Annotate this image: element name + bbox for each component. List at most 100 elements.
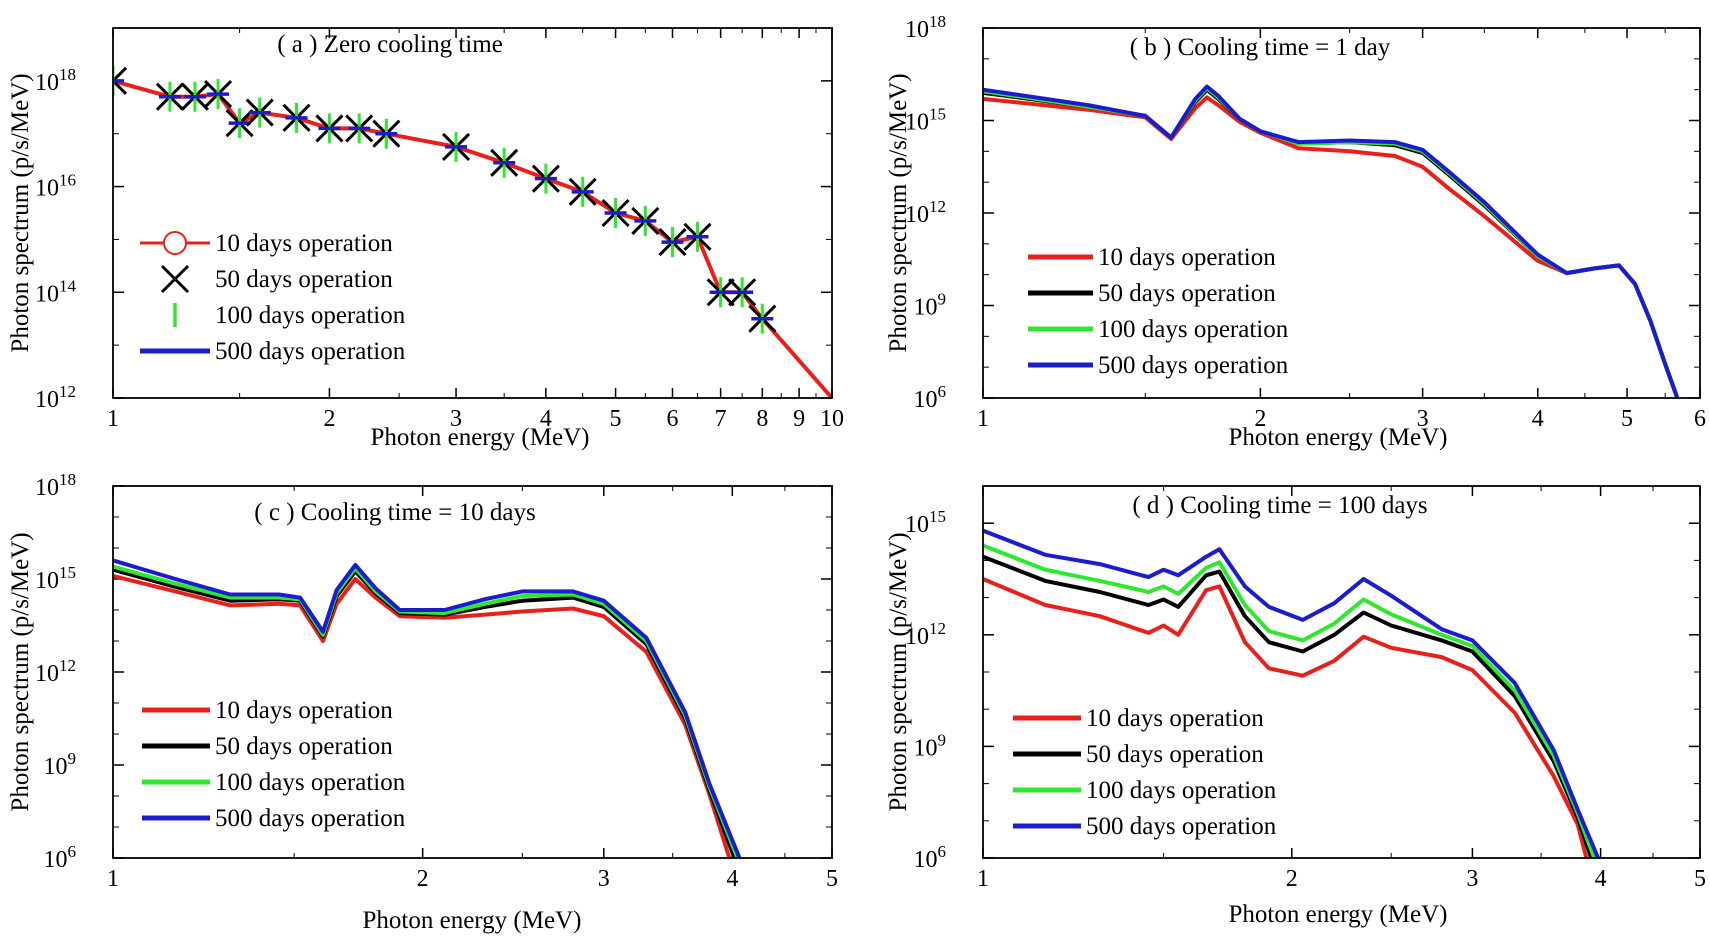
- y-tick-label: 106: [44, 842, 77, 873]
- legend-label: 500 days operation: [1086, 813, 1277, 840]
- y-tick-label: 1018: [35, 65, 76, 96]
- x-tick-label: 4: [1532, 406, 1544, 432]
- x-tick-label: 5: [1621, 406, 1633, 432]
- y-tick-label: 106: [914, 382, 947, 413]
- panel-title: ( b ) Cooling time = 1 day: [1130, 34, 1391, 61]
- x-axis-title: Photon energy (MeV): [1229, 424, 1448, 451]
- y-tick-label: 1012: [905, 619, 946, 650]
- y-tick-label: 106: [914, 842, 947, 873]
- panel-b: 1 2 3 4 5 6 106 109 1012 1015 1018 ( b ) Cooling ti…: [885, 12, 1706, 451]
- x-axis-title: Photon energy (MeV): [371, 424, 590, 451]
- series-line-10-days: [983, 577, 1589, 858]
- legend: 10 days operation 50 days operation 100 da…: [1028, 244, 1289, 379]
- legend-label: 500 days operation: [1098, 352, 1289, 379]
- y-tick-label: 1012: [35, 382, 76, 413]
- series-line-100-days: [983, 543, 1597, 858]
- legend-label: 500 days operation: [215, 338, 406, 365]
- y-tick-label: 109: [914, 730, 947, 761]
- legend-label: 100 days operation: [1086, 777, 1277, 804]
- legend-label: 50 days operation: [1098, 280, 1276, 307]
- x-tick-label: 4: [1595, 866, 1607, 892]
- x-tick-label: 2: [1254, 406, 1266, 432]
- series-line-500-days: [113, 558, 742, 858]
- x-tick-label: 8: [756, 406, 768, 432]
- legend-label: 10 days operation: [215, 697, 393, 724]
- marker-x-50-days: [113, 66, 128, 83]
- legend: 10 days operation 50 days operation 100 da…: [1013, 705, 1277, 840]
- x-tick-label: 2: [1286, 866, 1298, 892]
- x-tick-label: 10: [820, 406, 844, 432]
- legend-label: 10 days operation: [215, 230, 393, 257]
- panel-a: 1 2 3 4 5 6 7 8 9 10 1012 1014 1016 1018 ( a ) Zero co…: [7, 27, 844, 451]
- legend-circle-marker: [163, 231, 187, 255]
- legend-label: 50 days operation: [215, 266, 393, 293]
- y-tick-label: 1015: [905, 507, 946, 538]
- plot-frame: [982, 27, 1701, 399]
- panel-c: 1 2 3 4 5 106 109 1012 1015 1018 ( c ) Cooling tim…: [7, 470, 838, 934]
- series-group: [983, 528, 1601, 858]
- x-tick-label: 7: [715, 406, 727, 432]
- plot-frame: [112, 27, 833, 399]
- panel-title: ( c ) Cooling time = 10 days: [254, 499, 535, 526]
- legend-label: 50 days operation: [1086, 741, 1264, 768]
- legend-label: 100 days operation: [1098, 316, 1289, 343]
- y-tick-label: 1014: [35, 276, 77, 307]
- x-tick-label: 6: [666, 406, 678, 432]
- series-group: [113, 65, 832, 398]
- x-tick-label: 2: [417, 866, 429, 892]
- y-tick-label: 1018: [35, 470, 76, 501]
- marker-x-50-days: [113, 78, 128, 95]
- y-axis-title: Photon spectrum (p/s/MeV): [885, 73, 912, 352]
- y-axis-title: Photon spectrum (p/s/MeV): [7, 532, 34, 811]
- y-tick-label: 1015: [905, 105, 946, 136]
- series-line-10-days: [113, 573, 732, 858]
- y-tick-label: 1012: [35, 656, 76, 687]
- y-tick-label: 1018: [905, 12, 946, 43]
- x-tick-label: 1: [977, 406, 989, 432]
- y-axis-title: Photon spectrum (p/s/MeV): [7, 73, 34, 352]
- series-line-500-days: [983, 528, 1601, 858]
- x-tick-label: 9: [793, 406, 805, 432]
- series-line-10-days: [113, 78, 832, 398]
- plot-frame: [982, 485, 1701, 859]
- x-tick-label: 5: [826, 866, 838, 892]
- y-tick-label: 109: [914, 290, 947, 321]
- panel-d: 1 2 3 4 5 106 109 1012 1015 ( d ) Cooling time = …: [885, 485, 1706, 928]
- x-tick-label: 3: [1417, 406, 1429, 432]
- legend-label: 100 days operation: [215, 769, 406, 796]
- x-tick-label: 1: [977, 866, 989, 892]
- series-line-100-days: [983, 86, 1680, 398]
- x-tick-label: 3: [1466, 866, 1478, 892]
- panel-title: ( a ) Zero cooling time: [277, 31, 503, 58]
- x-tick-label: 3: [450, 406, 462, 432]
- y-tick-label: 109: [44, 749, 77, 780]
- x-axis-title: Photon energy (MeV): [1229, 901, 1448, 928]
- legend-label: 10 days operation: [1098, 244, 1276, 271]
- y-tick-label: 1016: [35, 171, 76, 202]
- legend-label: 10 days operation: [1086, 705, 1264, 732]
- series-line-500-days: [983, 84, 1680, 398]
- series-group: [983, 84, 1680, 398]
- series-group: [113, 558, 742, 858]
- legend-label: 50 days operation: [215, 733, 393, 760]
- y-axis-title: Photon spectrum (p/s/MeV): [885, 532, 912, 811]
- legend-x-marker: [160, 264, 190, 294]
- legend: 10 days operation 50 days operation 100 da…: [142, 697, 406, 832]
- x-axis-title: Photon energy (MeV): [363, 907, 582, 934]
- x-tick-label: 5: [610, 406, 622, 432]
- y-tick-label: 1012: [905, 197, 946, 228]
- series-line-50-days: [983, 554, 1594, 858]
- x-tick-label: 2: [323, 406, 335, 432]
- x-tick-label: 3: [598, 866, 610, 892]
- panel-title: ( d ) Cooling time = 100 days: [1132, 492, 1427, 519]
- x-tick-label: 4: [540, 406, 552, 432]
- plot-frame: [112, 485, 833, 859]
- x-tick-label: 1: [107, 866, 119, 892]
- x-tick-label: 1: [107, 406, 119, 432]
- y-tick-label: 1015: [35, 563, 76, 594]
- x-tick-label: 4: [726, 866, 738, 892]
- series-line-50-days: [983, 87, 1680, 398]
- x-tick-label: 5: [1694, 866, 1706, 892]
- legend: 10 days operation 50 days operation 100 da…: [140, 230, 406, 365]
